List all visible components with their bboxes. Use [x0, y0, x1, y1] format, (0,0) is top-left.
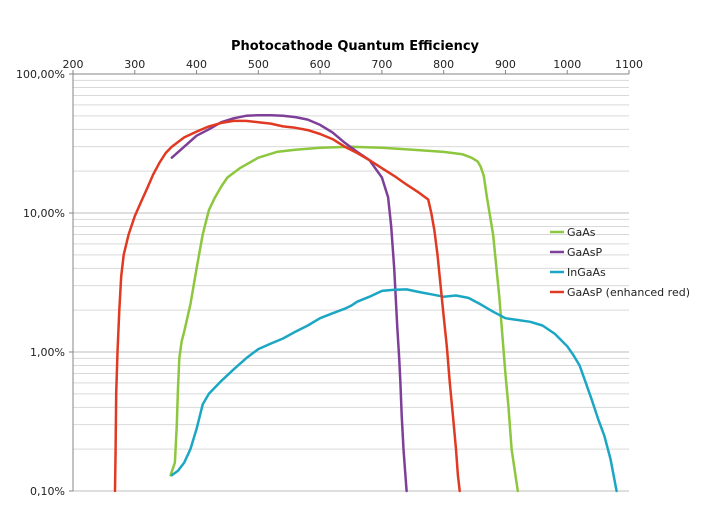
- x-tick-label: 300: [124, 58, 145, 71]
- y-tick-label: 0,10%: [30, 485, 65, 498]
- x-tick-label: 700: [371, 58, 392, 71]
- series-line-gaas: [169, 145, 520, 493]
- legend-label-gaas: GaAs: [567, 226, 596, 239]
- x-tick-label: 1000: [553, 58, 581, 71]
- x-tick-label: 900: [495, 58, 516, 71]
- x-tick-label: 600: [310, 58, 331, 71]
- legend-label-gaasp: GaAsP: [567, 246, 603, 259]
- gridlines: [73, 73, 629, 492]
- x-tick-label: 200: [63, 58, 84, 71]
- y-tick-label: 1,00%: [30, 346, 65, 359]
- chart-title: Photocathode Quantum Efficiency: [231, 39, 480, 54]
- legend-label-ingaas: InGaAs: [567, 266, 606, 279]
- series-group: [113, 113, 618, 493]
- x-tick-label: 500: [248, 58, 269, 71]
- y-tick-label: 10,00%: [23, 207, 65, 220]
- y-tick-label: 100,00%: [16, 68, 65, 81]
- series-line-ingaas: [170, 288, 618, 493]
- series-line-gaasp: [170, 113, 408, 493]
- axes: 200 300 400 500 600 700 800 900 1000 1100 0,10% 1,0…: [16, 58, 643, 498]
- x-tick-label: 800: [433, 58, 454, 71]
- x-tick-label: 400: [186, 58, 207, 71]
- series-line-gaasp-enhanced-red: [113, 119, 461, 493]
- legend-label-gaasp-enhanced-red: GaAsP (enhanced red): [567, 286, 690, 299]
- x-tick-label: 1100: [615, 58, 643, 71]
- legend: GaAs GaAsP InGaAs GaAsP (enhanced red): [550, 226, 690, 299]
